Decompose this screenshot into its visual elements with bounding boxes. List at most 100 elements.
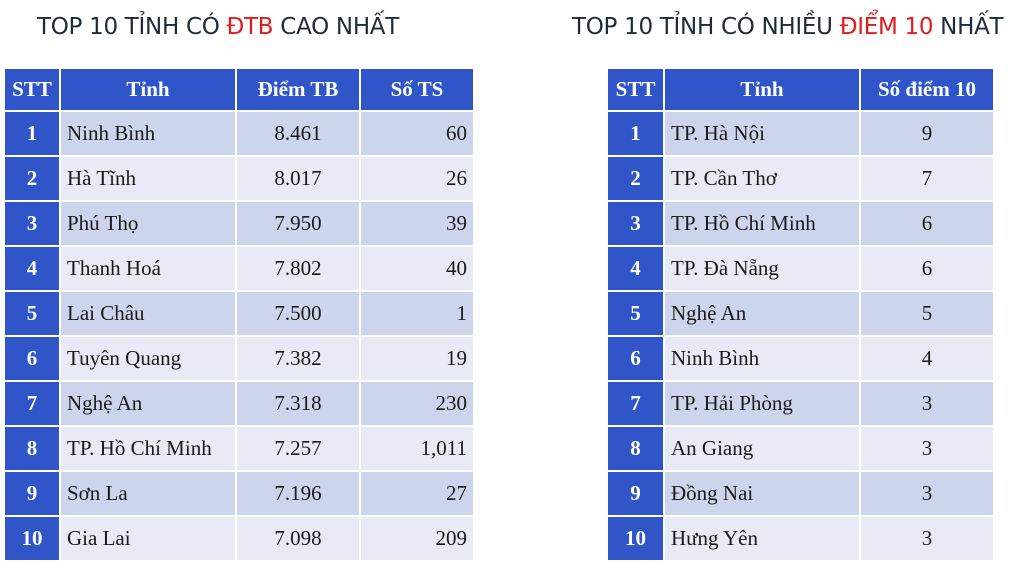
right-title-highlight: ĐIỂM 10	[839, 14, 934, 40]
table-header-row: STT Tỉnh Điểm TB Số TS	[5, 69, 473, 110]
row-rank: 7	[5, 382, 59, 425]
row-rank: 3	[608, 202, 663, 245]
row-perfect-score-count: 3	[861, 472, 993, 515]
table-row: 4 Thanh Hoá 7.802 40	[5, 247, 473, 290]
table-row: 9 Sơn La 7.196 27	[5, 472, 473, 515]
row-province: TP. Đà Nẵng	[665, 247, 859, 290]
row-province: TP. Cần Thơ	[665, 157, 859, 200]
left-title-highlight: ĐTB	[226, 14, 274, 40]
row-candidate-count: 1,011	[361, 427, 473, 470]
row-average-score: 7.098	[237, 517, 359, 560]
row-province: Nghệ An	[665, 292, 859, 335]
row-rank: 9	[5, 472, 59, 515]
row-rank: 3	[5, 202, 59, 245]
header-perfect-score-count: Số điểm 10	[861, 69, 993, 110]
row-perfect-score-count: 4	[861, 337, 993, 380]
row-province: Ninh Bình	[61, 112, 235, 155]
table-row: 5 Lai Châu 7.500 1	[5, 292, 473, 335]
row-average-score: 8.017	[237, 157, 359, 200]
row-province: Tuyên Quang	[61, 337, 235, 380]
row-rank: 8	[608, 427, 663, 470]
row-candidate-count: 209	[361, 517, 473, 560]
row-province: Lai Châu	[61, 292, 235, 335]
row-candidate-count: 230	[361, 382, 473, 425]
table-row: 10 Hưng Yên 3	[608, 517, 993, 560]
row-rank: 5	[5, 292, 59, 335]
row-rank: 1	[608, 112, 663, 155]
row-perfect-score-count: 7	[861, 157, 993, 200]
left-table-title: TOP 10 TỈNH CÓ ĐTB CAO NHẤT	[37, 14, 399, 40]
row-rank: 10	[608, 517, 663, 560]
row-perfect-score-count: 6	[861, 202, 993, 245]
table-row: 6 Tuyên Quang 7.382 19	[5, 337, 473, 380]
row-rank: 9	[608, 472, 663, 515]
row-rank: 2	[5, 157, 59, 200]
row-province: Hà Tĩnh	[61, 157, 235, 200]
table-row: 1 TP. Hà Nội 9	[608, 112, 993, 155]
table-row: 7 Nghệ An 7.318 230	[5, 382, 473, 425]
row-rank: 10	[5, 517, 59, 560]
row-province: Ninh Bình	[665, 337, 859, 380]
row-average-score: 7.950	[237, 202, 359, 245]
row-perfect-score-count: 3	[861, 427, 993, 470]
right-table-title: TOP 10 TỈNH CÓ NHIỀU ĐIỂM 10 NHẤT	[572, 14, 1004, 40]
row-rank: 8	[5, 427, 59, 470]
table-row: 2 TP. Cần Thơ 7	[608, 157, 993, 200]
row-candidate-count: 60	[361, 112, 473, 155]
header-candidate-count: Số TS	[361, 69, 473, 110]
row-candidate-count: 40	[361, 247, 473, 290]
row-candidate-count: 26	[361, 157, 473, 200]
header-stt: STT	[608, 69, 663, 110]
row-rank: 4	[608, 247, 663, 290]
row-average-score: 7.196	[237, 472, 359, 515]
row-perfect-score-count: 6	[861, 247, 993, 290]
row-perfect-score-count: 5	[861, 292, 993, 335]
row-candidate-count: 27	[361, 472, 473, 515]
header-province: Tỉnh	[665, 69, 859, 110]
row-rank: 6	[5, 337, 59, 380]
row-average-score: 7.802	[237, 247, 359, 290]
row-candidate-count: 1	[361, 292, 473, 335]
row-rank: 1	[5, 112, 59, 155]
top-perfect-score-table: STT Tỉnh Số điểm 10 1 TP. Hà Nội 9 2 TP. Cần…	[606, 67, 995, 562]
row-province: TP. Hồ Chí Minh	[665, 202, 859, 245]
header-average-score: Điểm TB	[237, 69, 359, 110]
row-rank: 4	[5, 247, 59, 290]
row-province: Sơn La	[61, 472, 235, 515]
row-rank: 6	[608, 337, 663, 380]
row-rank: 2	[608, 157, 663, 200]
table-row: 6 Ninh Bình 4	[608, 337, 993, 380]
header-stt: STT	[5, 69, 59, 110]
row-province: Gia Lai	[61, 517, 235, 560]
row-province: TP. Hà Nội	[665, 112, 859, 155]
row-average-score: 7.257	[237, 427, 359, 470]
table-row: 8 TP. Hồ Chí Minh 7.257 1,011	[5, 427, 473, 470]
right-title-suffix: NHẤT	[933, 14, 1004, 40]
row-average-score: 8.461	[237, 112, 359, 155]
table-row: 10 Gia Lai 7.098 209	[5, 517, 473, 560]
row-rank: 5	[608, 292, 663, 335]
row-average-score: 7.318	[237, 382, 359, 425]
table-header-row: STT Tỉnh Số điểm 10	[608, 69, 993, 110]
top-average-score-table: STT Tỉnh Điểm TB Số TS 1 Ninh Bình 8.461 60…	[3, 67, 475, 562]
row-province: TP. Hải Phòng	[665, 382, 859, 425]
left-title-suffix: CAO NHẤT	[273, 14, 399, 40]
row-province: Thanh Hoá	[61, 247, 235, 290]
header-province: Tỉnh	[61, 69, 235, 110]
row-perfect-score-count: 3	[861, 382, 993, 425]
row-province: TP. Hồ Chí Minh	[61, 427, 235, 470]
row-candidate-count: 39	[361, 202, 473, 245]
table-row: 8 An Giang 3	[608, 427, 993, 470]
row-province: Nghệ An	[61, 382, 235, 425]
row-perfect-score-count: 9	[861, 112, 993, 155]
table-row: 9 Đồng Nai 3	[608, 472, 993, 515]
row-province: An Giang	[665, 427, 859, 470]
table-row: 4 TP. Đà Nẵng 6	[608, 247, 993, 290]
table-row: 3 TP. Hồ Chí Minh 6	[608, 202, 993, 245]
table-row: 3 Phú Thọ 7.950 39	[5, 202, 473, 245]
row-rank: 7	[608, 382, 663, 425]
right-title-prefix: TOP 10 TỈNH CÓ NHIỀU	[572, 14, 840, 40]
row-province: Phú Thọ	[61, 202, 235, 245]
row-province: Hưng Yên	[665, 517, 859, 560]
row-perfect-score-count: 3	[861, 517, 993, 560]
